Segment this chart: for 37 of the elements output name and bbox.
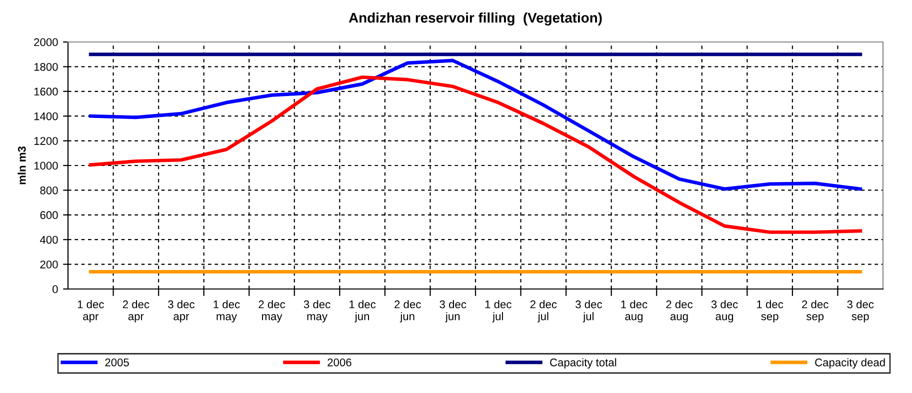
- y-tick-label: 1600: [34, 88, 58, 96]
- y-tick-label: 800: [40, 186, 58, 194]
- y-axis-title: mln m3: [18, 146, 26, 184]
- line-series: [88, 75, 862, 234]
- legend-label: Capacity dead: [815, 358, 885, 369]
- legend-label: 2006: [328, 358, 352, 366]
- x-tick-label: 2 dec jul: [530, 300, 557, 322]
- line-series: [88, 58, 862, 191]
- y-tick-label: 1200: [34, 137, 58, 145]
- x-tick-label: 2 dec sep: [802, 300, 828, 322]
- y-tick-label: 1000: [34, 162, 58, 170]
- y-tick-label: 600: [40, 211, 58, 220]
- y-tick-label: 400: [40, 236, 58, 244]
- x-tick-label: 1 dec aug: [621, 300, 648, 322]
- y-tick-label: 2000: [34, 38, 58, 46]
- x-tick-label: 2 dec aug: [666, 300, 693, 322]
- x-tick-label: 2 dec may: [258, 300, 286, 322]
- x-tick-label: 3 dec may: [304, 300, 330, 322]
- legend-label: Capacity total: [550, 358, 616, 369]
- x-tick-label: 1 dec apr: [78, 300, 104, 322]
- legend-label: 2005: [105, 358, 129, 366]
- x-tick-label: 3 dec apr: [168, 300, 194, 322]
- x-tick-label: 1 dec jun: [350, 300, 376, 322]
- x-tick-label: 3 dec aug: [711, 300, 738, 322]
- chart-title: Andizhan reservoir filling (Vegetation): [348, 12, 602, 26]
- x-tick-label: 1 dec sep: [757, 300, 784, 322]
- x-tick-label: 3 dec jul: [576, 300, 602, 322]
- x-tick-label: 2 dec apr: [122, 300, 150, 322]
- y-tick-label: 0: [52, 285, 58, 294]
- y-tick-label: 1400: [34, 112, 58, 120]
- x-tick-label: 1 dec jul: [485, 300, 512, 322]
- x-tick-label: 1 dec may: [214, 300, 240, 322]
- x-tick-label: 2 dec jun: [394, 300, 421, 322]
- x-tick-label: 3 dec jun: [440, 300, 466, 322]
- y-tick-label: 200: [40, 260, 58, 268]
- x-tick-label: 3 dec sep: [847, 300, 874, 322]
- y-tick-label: 1800: [34, 62, 58, 71]
